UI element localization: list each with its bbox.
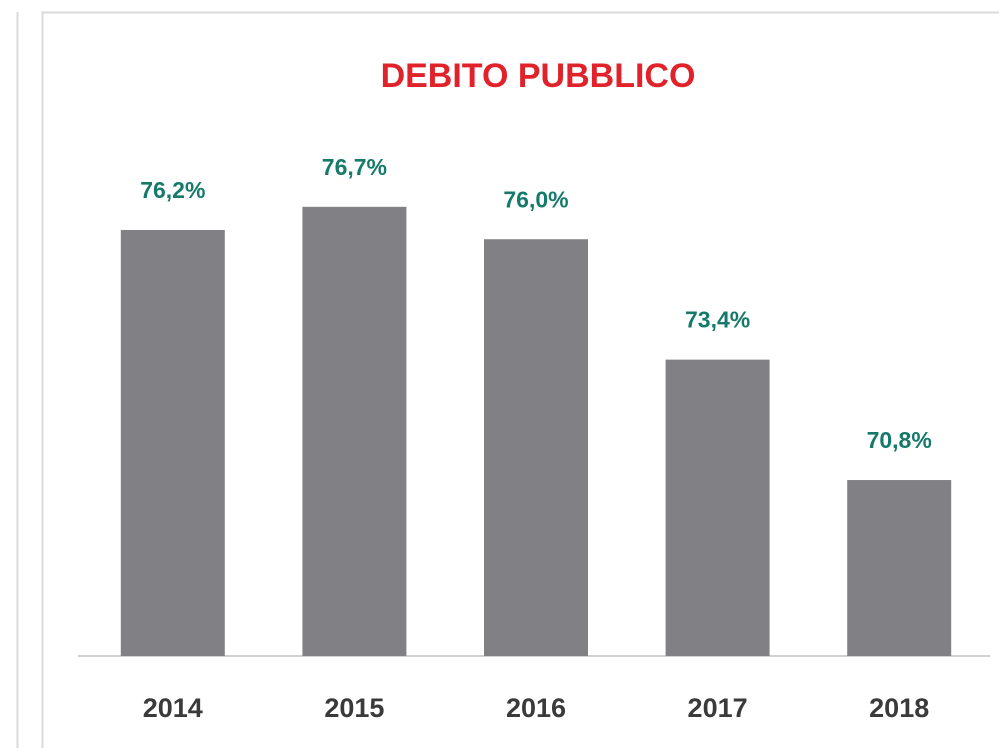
bar bbox=[120, 229, 225, 656]
chart-frame bbox=[41, 11, 999, 748]
bar bbox=[847, 480, 952, 656]
x-tick-label: 2014 bbox=[143, 693, 203, 723]
bar bbox=[665, 359, 770, 656]
x-tick-label: 2015 bbox=[324, 693, 384, 723]
chart-title: DEBITO PUBBLICO bbox=[381, 57, 696, 95]
x-tick-label: 2018 bbox=[869, 693, 929, 723]
value-label: 73,4% bbox=[685, 307, 750, 333]
x-tick-label: 2017 bbox=[688, 693, 748, 723]
value-label: 76,0% bbox=[503, 186, 568, 212]
value-label: 76,2% bbox=[140, 177, 205, 203]
bar bbox=[484, 239, 588, 656]
value-label: 70,8% bbox=[867, 427, 932, 453]
x-tick-label: 2016 bbox=[506, 693, 566, 723]
value-label: 76,7% bbox=[322, 154, 387, 180]
bar bbox=[302, 206, 407, 657]
